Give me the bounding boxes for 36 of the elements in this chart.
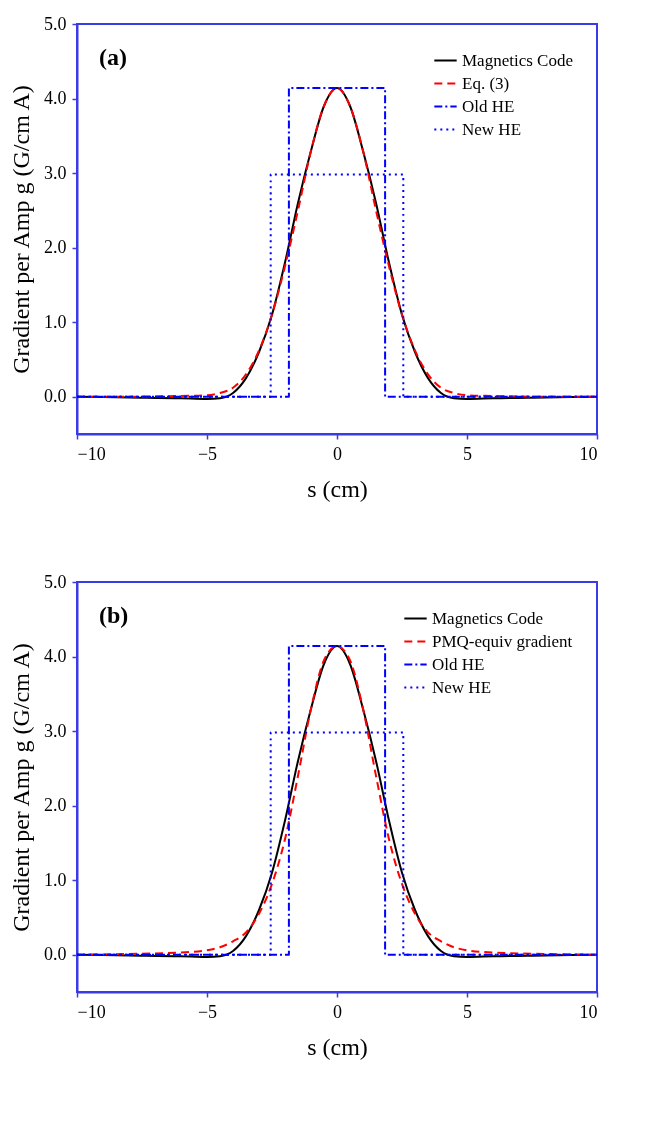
x-tick-label: 0 [333,1001,342,1022]
legend-label: New HE [432,677,492,697]
y-tick-label: 4.0 [44,646,67,667]
legend-label: Old HE [462,96,515,116]
x-tick-label: 5 [463,1001,472,1022]
y-tick-label: 3.0 [44,162,67,183]
y-tick-label: 0.0 [44,386,67,407]
x-tick-label: −10 [77,443,106,464]
y-tick-label: 4.0 [44,88,67,109]
y-tick-label: 5.0 [44,571,67,592]
legend-label: New HE [462,119,522,139]
x-tick-label: −10 [77,1001,106,1022]
annotation: (a) [99,44,127,70]
x-tick-label: 10 [579,443,598,464]
legend-label: Magnetics Code [462,50,573,70]
y-axis-title: Gradient per Amp g (G/cm A) [8,643,34,932]
x-axis-title: s (cm) [307,475,368,502]
legend-label: Eq. (3) [462,73,510,93]
legend-label: Magnetics Code [432,608,543,628]
legend-label: Old HE [432,654,485,674]
y-tick-label: 0.0 [44,944,67,965]
y-tick-label: 2.0 [44,795,67,816]
x-tick-label: −5 [197,443,218,464]
y-tick-label: 3.0 [44,720,67,741]
x-axis-title: s (cm) [307,1033,368,1060]
y-axis-title: Gradient per Amp g (G/cm A) [8,85,34,374]
x-tick-label: −5 [197,1001,218,1022]
x-tick-label: 0 [333,443,342,464]
legend-label: PMQ-equiv gradient [432,631,573,651]
annotation: (b) [99,602,129,628]
y-tick-label: 5.0 [44,13,67,34]
y-tick-label: 2.0 [44,237,67,258]
x-tick-label: 10 [579,1001,598,1022]
y-tick-label: 1.0 [44,869,67,890]
x-tick-label: 5 [463,443,472,464]
y-tick-label: 1.0 [44,311,67,332]
